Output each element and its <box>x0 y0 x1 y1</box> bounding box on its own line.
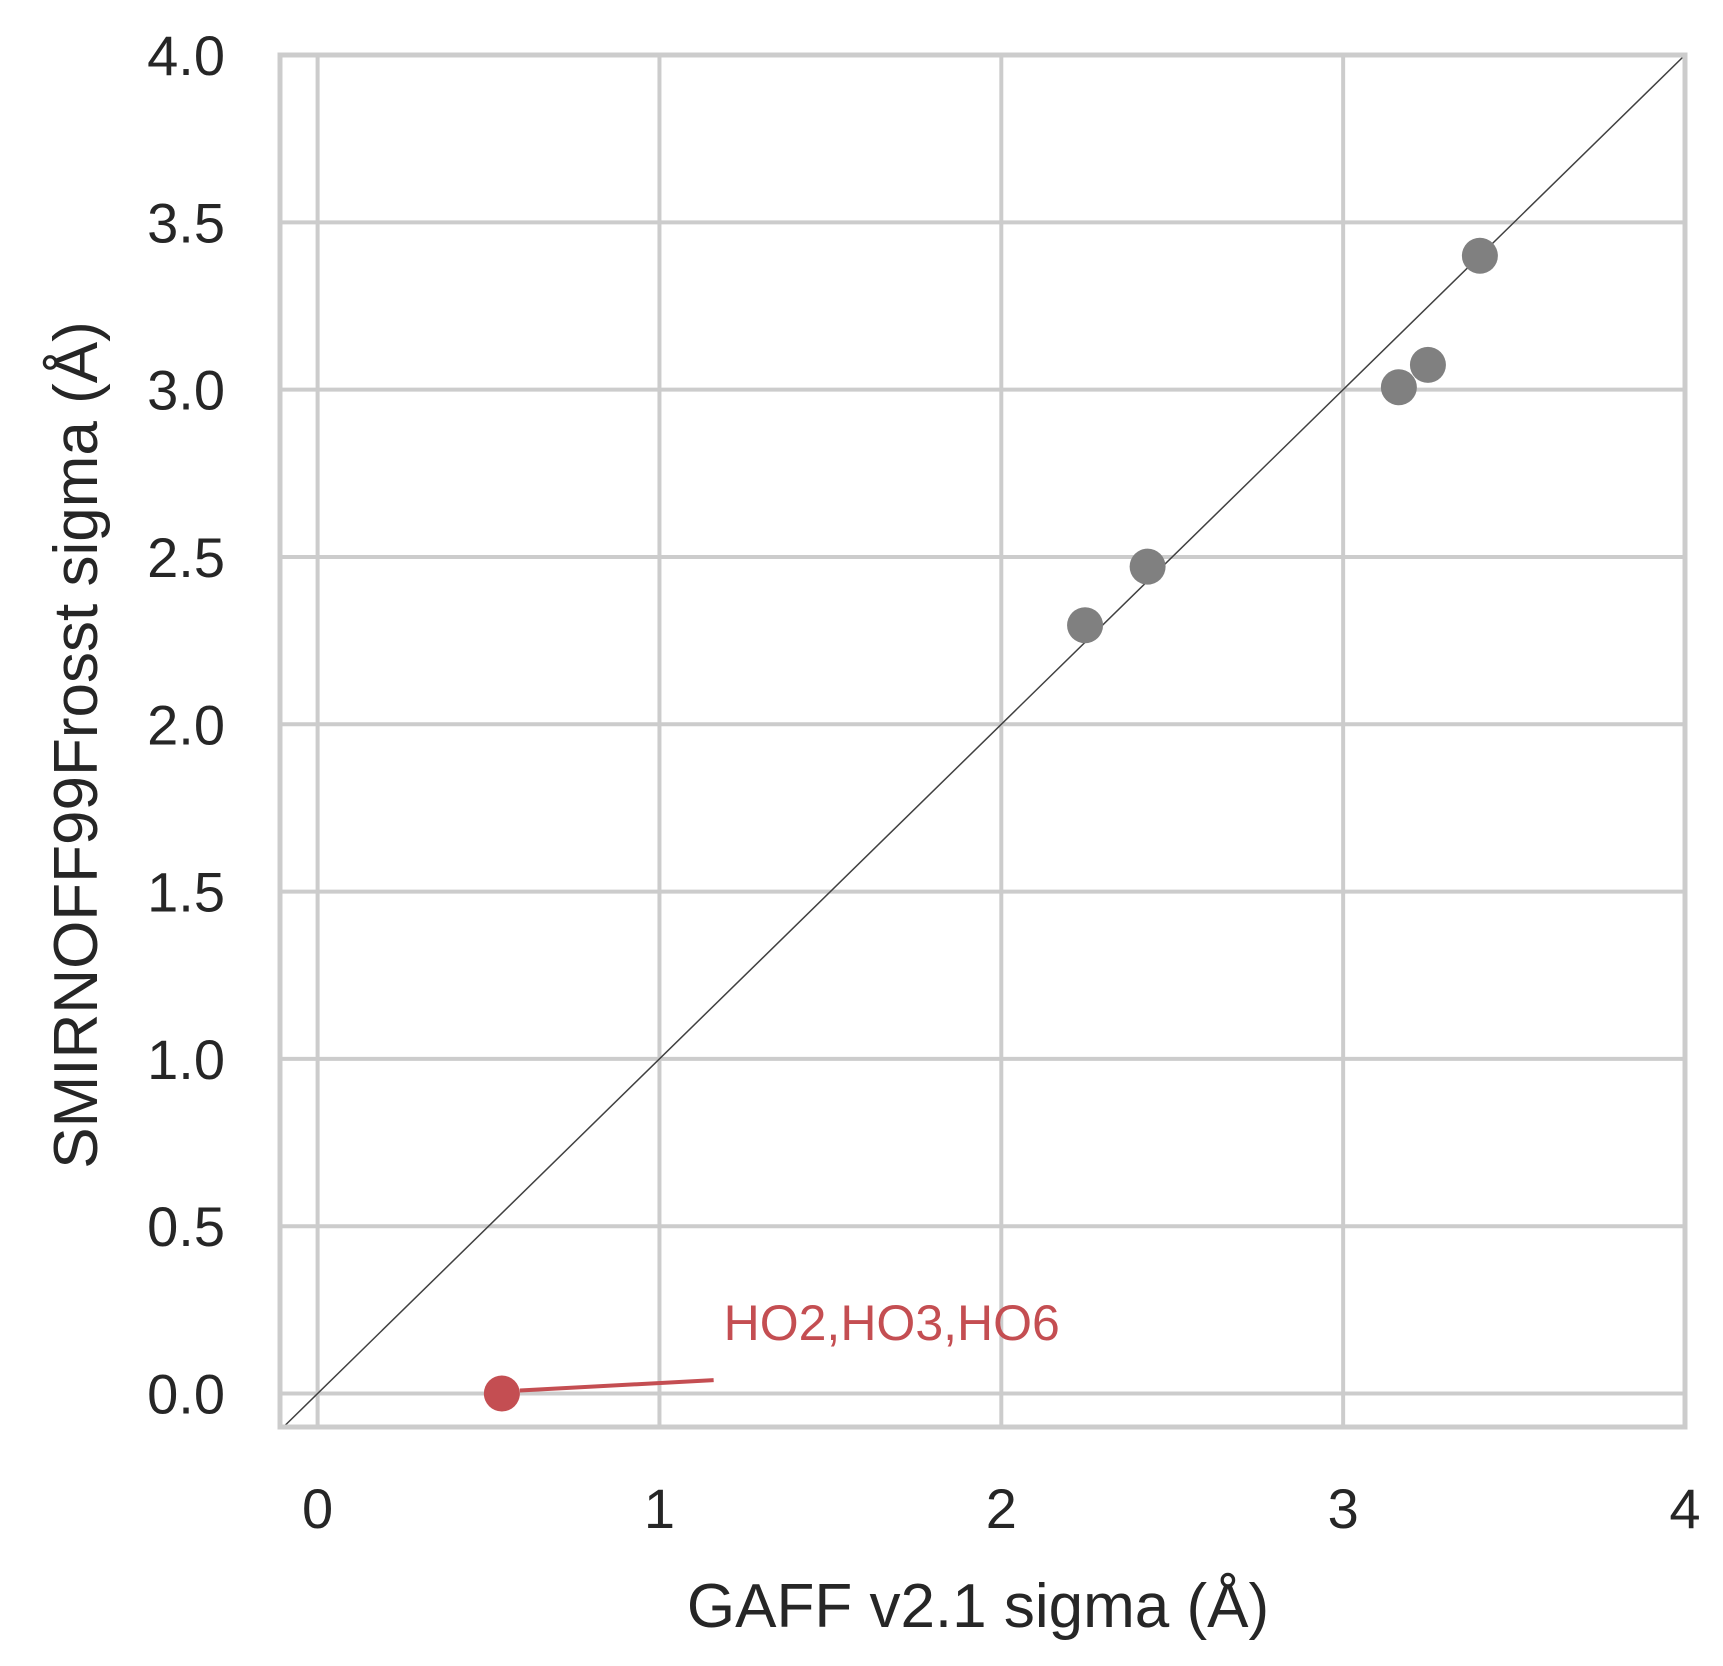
y-tick-label: 3.5 <box>147 191 225 254</box>
x-tick-label: 1 <box>644 1477 675 1540</box>
annotation-arrow <box>519 1378 714 1393</box>
plot-frame <box>277 52 1688 1430</box>
y-tick-label: 4.0 <box>147 24 225 87</box>
data-point <box>1409 346 1446 383</box>
y-tick-label: 2.5 <box>147 526 225 589</box>
y-tick-label: 0.5 <box>147 1195 225 1258</box>
data-point <box>483 1375 520 1412</box>
tick-labels: 0 1 2 3 4 0.0 0.5 1.0 1.5 2.0 2.5 3.0 3.5 4.0 <box>147 24 1700 1540</box>
reference-diagonal <box>282 54 1686 1428</box>
x-axis-label: GAFF v2.1 sigma (Å) <box>687 1572 1269 1641</box>
annotations: HO2,HO3,HO6 <box>519 1295 1060 1393</box>
y-tick-label: 1.0 <box>147 1028 225 1091</box>
x-tick-label: 3 <box>1328 1477 1359 1540</box>
diagonal-line <box>282 54 1686 1428</box>
data-points <box>483 237 1498 1412</box>
x-tick-label: 2 <box>986 1477 1017 1540</box>
y-tick-label: 3.0 <box>147 359 225 422</box>
y-tick-label: 1.5 <box>147 861 225 924</box>
data-point <box>1129 548 1166 585</box>
data-point <box>1461 237 1498 274</box>
plot-frame-border <box>277 52 1688 1430</box>
x-tick-label: 0 <box>302 1477 333 1540</box>
data-point <box>1067 607 1104 644</box>
data-point <box>1380 369 1417 406</box>
y-tick-label: 0.0 <box>147 1363 225 1426</box>
x-tick-label: 4 <box>1669 1477 1700 1540</box>
annotation-label: HO2,HO3,HO6 <box>724 1295 1060 1351</box>
y-axis-label: SMIRNOFF99Frosst sigma (Å) <box>42 321 111 1168</box>
y-tick-label: 2.0 <box>147 693 225 756</box>
